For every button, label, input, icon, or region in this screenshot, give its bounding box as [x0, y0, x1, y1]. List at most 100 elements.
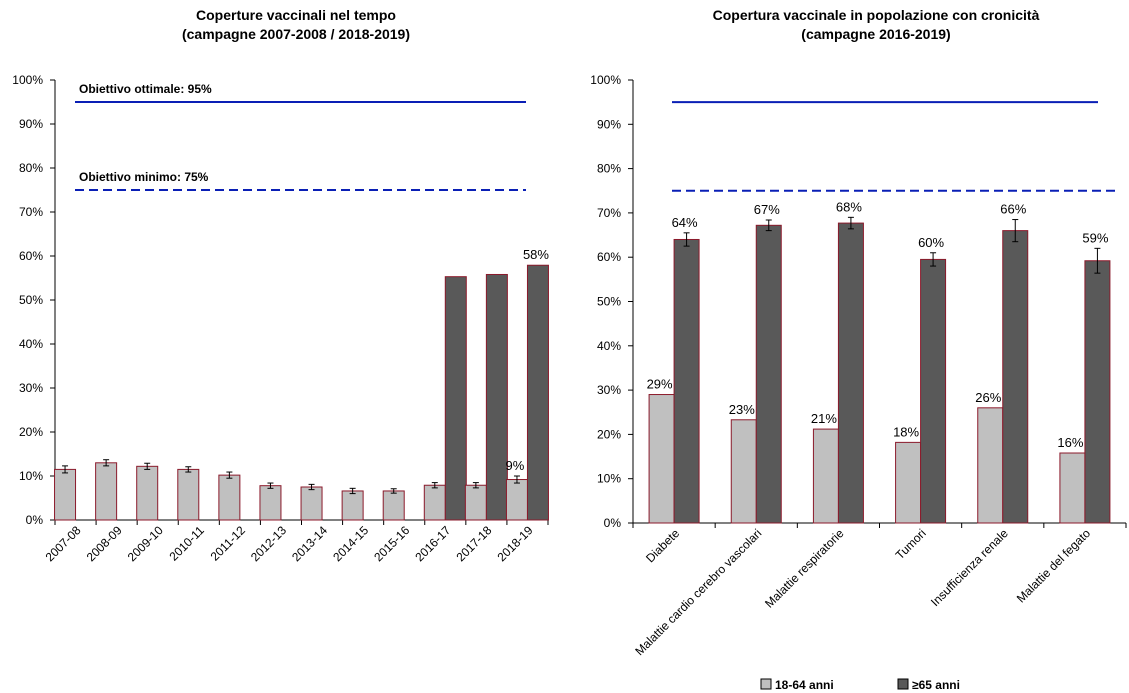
- data-label: 60%: [918, 235, 944, 250]
- error-bar: [390, 488, 397, 494]
- y-tick-label: 80%: [19, 161, 43, 175]
- data-label: 58%: [523, 247, 549, 262]
- error-bar: [144, 462, 151, 470]
- legend-label: 18-64 anni: [775, 678, 834, 692]
- y-tick-label: 20%: [19, 425, 43, 439]
- bar: [444, 276, 467, 521]
- data-label: 29%: [647, 377, 673, 392]
- y-tick-label: 40%: [597, 339, 621, 353]
- x-category-label: 2018-19: [495, 523, 536, 564]
- error-bar: [472, 482, 479, 489]
- bar: [485, 273, 508, 521]
- y-tick-label: 30%: [19, 381, 43, 395]
- y-tick-label: 30%: [597, 383, 621, 397]
- x-category-label: 2012-13: [248, 523, 289, 564]
- bar: [1084, 260, 1111, 524]
- x-category-label: 2014-15: [330, 523, 371, 564]
- x-category-label: 2017-18: [453, 523, 494, 564]
- data-label: 21%: [811, 411, 837, 426]
- y-tick-label: 70%: [19, 205, 43, 219]
- y-tick-label: 70%: [597, 206, 621, 220]
- chart-title-line: (campagne 2007-2008 / 2018-2019): [182, 26, 410, 42]
- legend-label: ≥65 anni: [912, 678, 960, 692]
- bar: [300, 486, 323, 521]
- y-tick-label: 0%: [26, 513, 44, 527]
- y-tick-label: 60%: [19, 249, 43, 263]
- error-bar: [1094, 247, 1101, 274]
- bar: [95, 462, 118, 521]
- y-tick-label: 90%: [19, 117, 43, 131]
- bar: [1059, 452, 1086, 524]
- x-category-label: 2008-09: [84, 523, 125, 564]
- x-category-label: 2010-11: [166, 523, 207, 564]
- data-label: 18%: [893, 424, 919, 439]
- target-label: Obiettivo ottimale: 95%: [79, 82, 212, 96]
- y-tick-label: 90%: [597, 117, 621, 131]
- y-tick-label: 10%: [597, 472, 621, 486]
- data-label: 26%: [975, 390, 1001, 405]
- data-label: 68%: [836, 199, 862, 214]
- y-tick-label: 50%: [597, 295, 621, 309]
- y-tick-label: 20%: [597, 427, 621, 441]
- bar: [341, 490, 364, 521]
- legend: 18-64 anni ≥65 anni: [760, 678, 960, 692]
- legend-swatch: [897, 678, 909, 690]
- y-tick-label: 60%: [597, 250, 621, 264]
- bar: [1002, 230, 1029, 524]
- data-label: 66%: [1000, 202, 1026, 217]
- bar: [837, 222, 864, 524]
- target-label: Obiettivo minimo: 75%: [79, 170, 209, 184]
- data-label: 23%: [729, 402, 755, 417]
- x-category-label: Diabete: [643, 526, 682, 565]
- error-bar: [185, 466, 192, 473]
- x-category-label: 2011-12: [208, 523, 249, 564]
- y-tick-label: 100%: [12, 73, 43, 87]
- data-label: 16%: [1057, 435, 1083, 450]
- data-label: 64%: [672, 215, 698, 230]
- error-bar: [930, 252, 937, 267]
- y-tick-label: 80%: [597, 162, 621, 176]
- data-label: 9%: [506, 458, 525, 473]
- bar: [259, 485, 282, 521]
- error-bar: [847, 216, 854, 230]
- bar: [977, 407, 1004, 524]
- x-category-label: Malattie del fegato: [1014, 526, 1093, 605]
- error-bar: [267, 482, 274, 489]
- legend-swatch: [760, 678, 772, 690]
- bar: [730, 419, 757, 524]
- bar: [177, 468, 200, 521]
- x-category-label: 2007-08: [43, 523, 84, 564]
- bar: [423, 484, 446, 521]
- bar: [382, 490, 405, 521]
- error-bar: [308, 483, 315, 491]
- bar: [464, 484, 487, 521]
- y-tick-label: 50%: [19, 293, 43, 307]
- bar: [218, 474, 241, 521]
- bar: [136, 465, 159, 521]
- chart-2: Copertura vaccinale in popolazione con c…: [590, 7, 1127, 692]
- bar: [920, 258, 947, 524]
- error-bar: [431, 482, 438, 489]
- x-category-label: 2009-10: [125, 523, 166, 564]
- error-bar: [226, 471, 233, 479]
- x-category-label: Tumori: [893, 526, 929, 562]
- x-category-label: 2015-16: [371, 523, 412, 564]
- x-category-label: Insufficienza renale: [928, 526, 1011, 609]
- bar: [673, 238, 700, 524]
- error-bar: [683, 232, 690, 247]
- y-tick-label: 10%: [19, 469, 43, 483]
- error-bar: [62, 465, 69, 474]
- chart-title-line: Copertura vaccinale in popolazione con c…: [713, 7, 1040, 23]
- error-bar: [1012, 219, 1019, 243]
- chart-title-line: (campagne 2016-2019): [801, 26, 950, 42]
- x-category-label: Malattie respiratorie: [762, 526, 847, 611]
- x-category-label: 2013-14: [289, 523, 330, 564]
- chart-1: Coperture vaccinali nel tempo (campagne 2…: [12, 7, 549, 564]
- bar: [505, 479, 528, 521]
- error-bar: [765, 219, 772, 232]
- y-tick-label: 40%: [19, 337, 43, 351]
- bar: [812, 428, 839, 524]
- x-category-label: 2016-17: [412, 523, 453, 564]
- data-label: 67%: [754, 202, 780, 217]
